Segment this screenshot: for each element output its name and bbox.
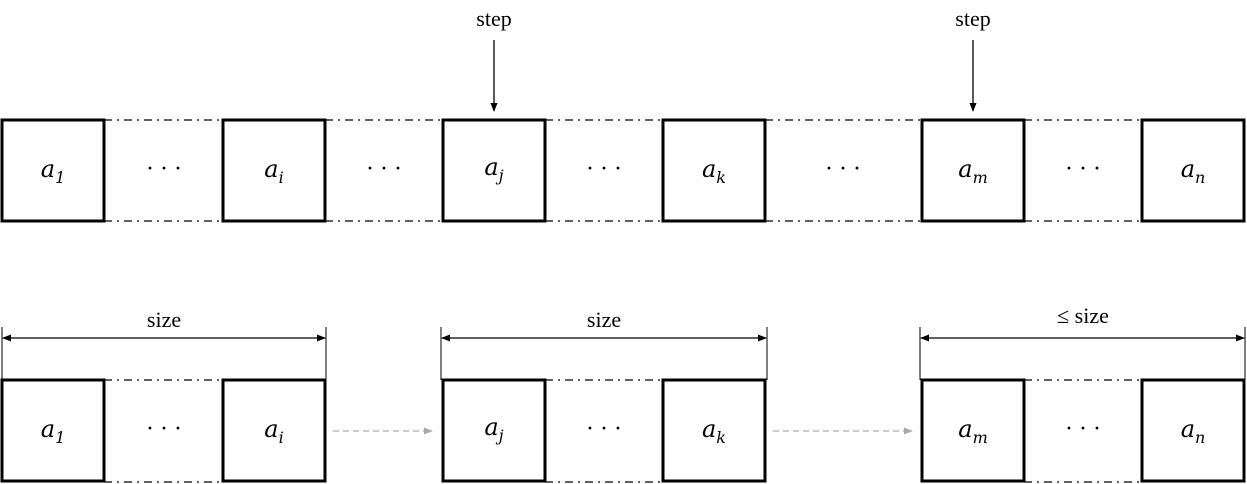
box-am <box>920 378 1026 483</box>
le-size-label: ≤ size <box>1057 303 1109 328</box>
box-an <box>1140 378 1246 483</box>
label-ak: ak <box>702 415 726 447</box>
ellipsis: · · · <box>587 157 622 182</box>
step-label: step <box>955 6 990 31</box>
label-a1: a1 <box>41 415 66 447</box>
ellipsis: · · · <box>587 417 622 442</box>
box-a1 <box>0 378 106 483</box>
ellipsis: · · · <box>1066 417 1101 442</box>
label-aj: aj <box>484 413 503 445</box>
box-an <box>1140 118 1246 223</box>
box-aj <box>441 118 547 223</box>
box-ak <box>661 378 767 483</box>
label-ai: ai <box>264 415 283 447</box>
ellipsis: · · · <box>367 157 402 182</box>
ellipsis: · · · <box>1066 157 1101 182</box>
label-an: an <box>1181 155 1206 187</box>
box-aj <box>441 378 547 483</box>
label-aj: aj <box>484 153 503 185</box>
ellipsis: · · · <box>147 417 182 442</box>
ellipsis: · · · <box>147 157 182 182</box>
label-ak: ak <box>702 155 726 187</box>
box-a1 <box>0 118 106 223</box>
ellipsis: · · · <box>826 157 861 182</box>
bottom-row: size size ≤ size a1 ai aj ak am an · · ·… <box>0 303 1246 483</box>
size-label: size <box>147 307 181 332</box>
label-am: am <box>958 155 987 187</box>
label-a1: a1 <box>41 155 66 187</box>
box-ai <box>221 118 327 223</box>
label-an: an <box>1181 415 1206 447</box>
step-label: step <box>476 6 511 31</box>
box-ai <box>221 378 327 483</box>
label-ai: ai <box>264 155 283 187</box>
label-am: am <box>958 415 987 447</box>
box-am <box>920 118 1026 223</box>
top-row: a1 ai aj ak am an · · · · · · · · · · · … <box>0 6 1246 223</box>
size-label: size <box>587 307 621 332</box>
box-ak <box>661 118 767 223</box>
